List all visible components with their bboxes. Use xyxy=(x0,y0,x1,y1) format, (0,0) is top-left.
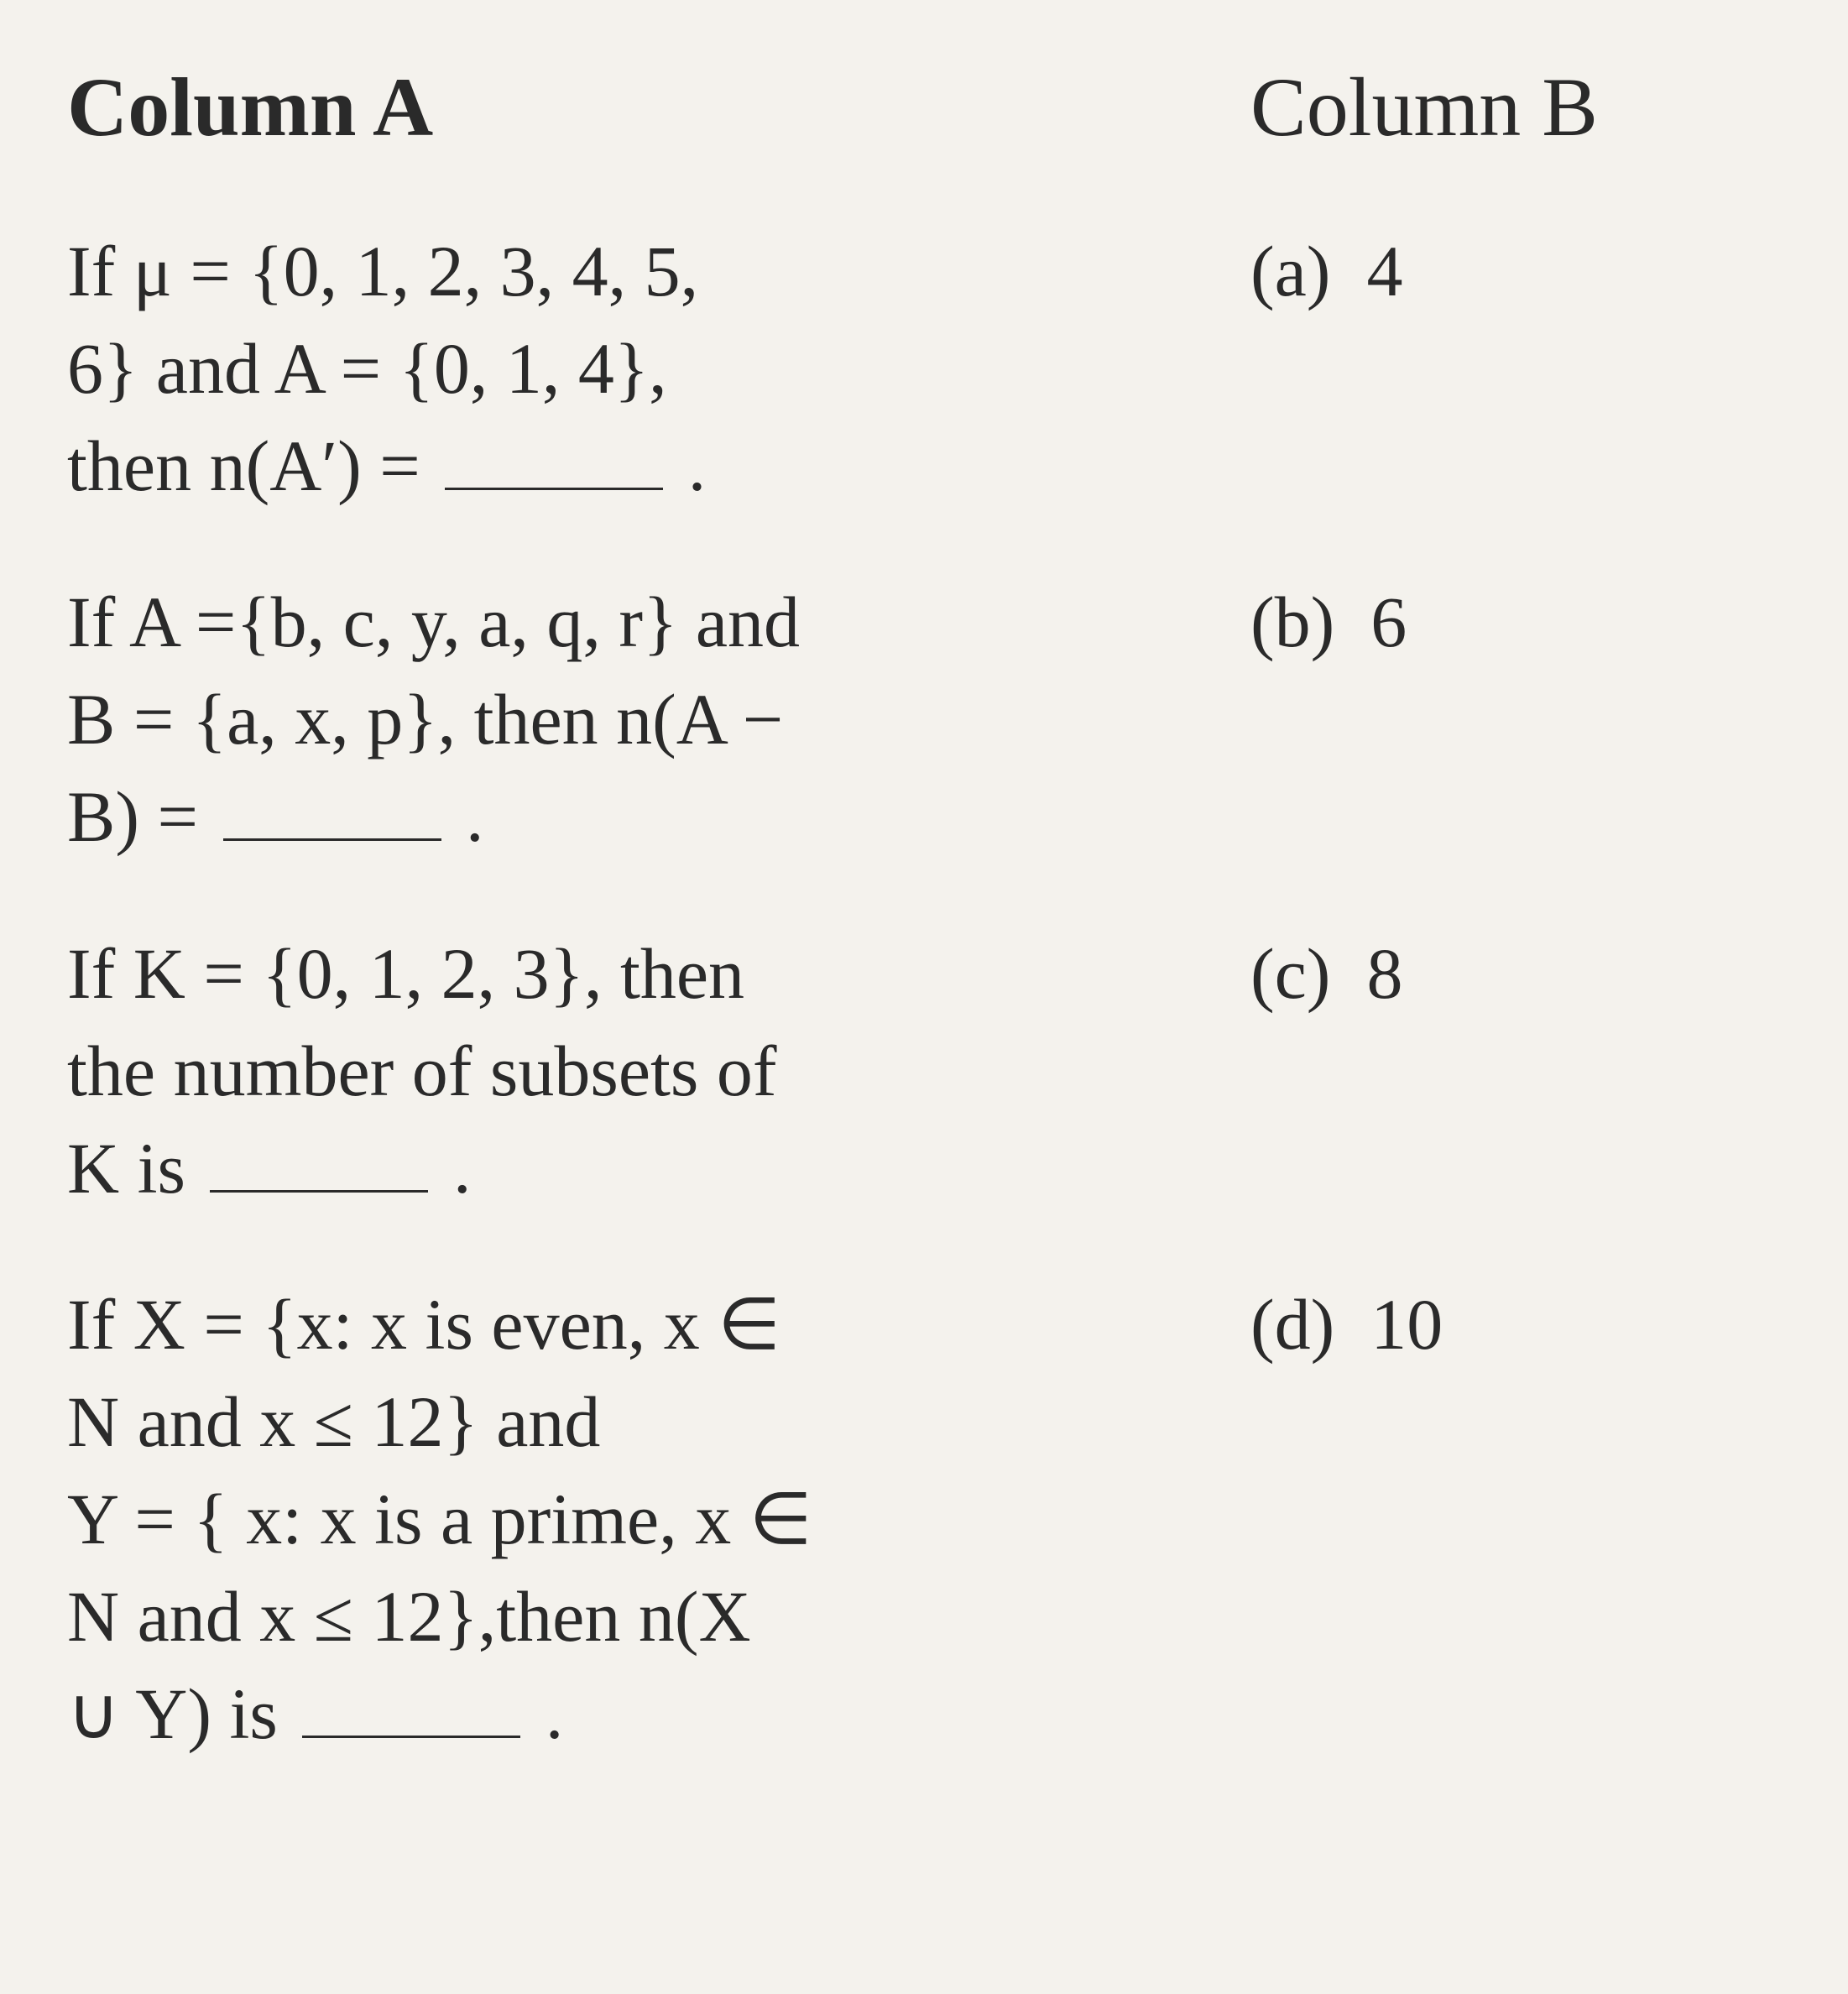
q3-line1: If K = {0, 1, 2, 3}, then xyxy=(67,933,744,1014)
ans3-label: (c) xyxy=(1250,933,1330,1014)
q3-period: . xyxy=(453,1128,472,1208)
ans2-value: 6 xyxy=(1370,582,1407,662)
q4-line2: N and x ≤ 12} and xyxy=(67,1381,600,1462)
q2-period: . xyxy=(466,776,484,857)
q3-line2: the number of subsets of xyxy=(67,1031,777,1111)
q2-line3: B) = xyxy=(67,776,198,857)
matching-columns: Column A Column B If μ = {0, 1, 2, 3, 4,… xyxy=(67,50,1781,1762)
col-a-item-3: If K = {0, 1, 2, 3}, then the number of … xyxy=(67,925,1200,1217)
q4-line1: If X = {x: x is even, x ∈ xyxy=(67,1284,780,1365)
q4-blank xyxy=(302,1736,520,1738)
ans1-value: 4 xyxy=(1366,231,1402,311)
ans3-value: 8 xyxy=(1366,933,1402,1014)
q4-line5: ∪ Y) is xyxy=(67,1673,278,1754)
ans1-label: (a) xyxy=(1250,231,1330,311)
col-b-item-4: (d) 10 xyxy=(1234,1276,1737,1762)
q2-blank xyxy=(223,838,441,841)
col-a-item-2: If A ={b, c, y, a, q, r} and B = {a, x, … xyxy=(67,573,1200,865)
ans4-value: 10 xyxy=(1370,1284,1443,1365)
ans2-label: (b) xyxy=(1250,582,1334,662)
col-a-item-1: If μ = {0, 1, 2, 3, 4, 5, 6} and A = {0,… xyxy=(67,222,1200,514)
q1-line2: 6} and A = {0, 1, 4}, xyxy=(67,328,667,409)
column-a-header: Column A xyxy=(67,50,1200,164)
q4-period: . xyxy=(546,1673,564,1754)
q4-line3: Y = { x: x is a prime, x ∈ xyxy=(67,1479,812,1559)
q3-blank xyxy=(210,1190,428,1193)
q4-line4: N and x ≤ 12},then n(X xyxy=(67,1576,751,1657)
col-b-item-2: (b) 6 xyxy=(1234,573,1737,865)
q3-line3: K is xyxy=(67,1128,185,1208)
ans4-label: (d) xyxy=(1250,1284,1334,1365)
column-b-header: Column B xyxy=(1234,50,1737,164)
col-b-item-1: (a) 4 xyxy=(1234,222,1737,514)
col-b-item-3: (c) 8 xyxy=(1234,925,1737,1217)
q1-period: . xyxy=(688,425,707,506)
q1-line1: If μ = {0, 1, 2, 3, 4, 5, xyxy=(67,231,698,311)
q2-line1: If A ={b, c, y, a, q, r} and xyxy=(67,582,800,662)
q1-blank xyxy=(445,488,663,490)
q2-line2: B = {a, x, p}, then n(A − xyxy=(67,679,783,759)
q1-line3: then n(A′) = xyxy=(67,425,420,506)
col-a-item-4: If X = {x: x is even, x ∈ N and x ≤ 12} … xyxy=(67,1276,1200,1762)
